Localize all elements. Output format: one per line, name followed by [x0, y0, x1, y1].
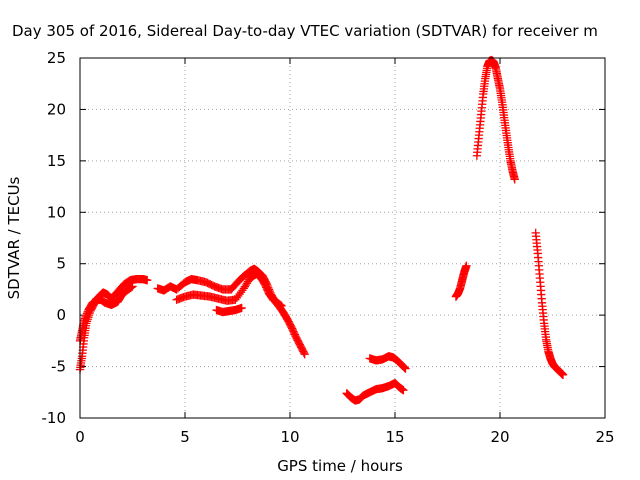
y-tick-label: -10 — [42, 409, 67, 427]
y-tick-label: 20 — [47, 100, 66, 118]
data-point — [288, 325, 297, 335]
series-track-g — [365, 352, 410, 373]
data-point — [287, 324, 297, 333]
data-point — [399, 363, 409, 372]
series-track-d — [172, 269, 286, 311]
data-point — [399, 386, 408, 395]
data-point — [277, 301, 286, 311]
data-point — [300, 350, 309, 359]
y-tick-label: -5 — [51, 358, 66, 376]
series-track-b — [75, 282, 137, 346]
data-point — [462, 261, 471, 270]
data-point — [510, 175, 519, 184]
data-point — [128, 282, 137, 291]
series-track-i — [472, 55, 519, 184]
data-point — [299, 348, 309, 358]
y-tick-labels: -10 -5 0 5 10 15 20 25 — [42, 49, 67, 427]
y-tick-label: 5 — [56, 255, 66, 273]
y-tick-label: 25 — [47, 49, 66, 67]
series-track-e — [212, 303, 246, 317]
x-axis-label: GPS time / hours — [277, 457, 403, 475]
y-tick-label: 10 — [47, 203, 66, 221]
series-track-j — [531, 228, 568, 379]
data-point — [143, 276, 152, 285]
y-tick-label: 15 — [47, 152, 66, 170]
grid-layer — [80, 58, 605, 418]
data-point — [237, 303, 246, 313]
y-axis-label: SDTVAR / TECUs — [5, 176, 23, 299]
x-tick-label: 20 — [490, 428, 509, 446]
data-point — [262, 283, 271, 292]
data-point — [289, 327, 298, 336]
data-point — [262, 284, 272, 294]
data-point — [290, 330, 300, 339]
data-points-layer — [75, 55, 568, 405]
x-tick-label: 5 — [180, 428, 190, 446]
chart-title: Day 305 of 2016, Sidereal Day-to-day VTE… — [12, 22, 598, 40]
x-tick-label: 10 — [280, 428, 299, 446]
data-point — [401, 364, 410, 373]
y-tick-label: 0 — [56, 306, 66, 324]
series-track-f — [342, 378, 408, 405]
x-tick-label: 15 — [385, 428, 404, 446]
data-point — [558, 370, 568, 379]
plot-frame — [79, 57, 606, 419]
series-track-h — [451, 261, 471, 301]
x-tick-label: 25 — [595, 428, 614, 446]
x-tick-label: 0 — [75, 428, 85, 446]
x-tick-labels: 0 5 10 15 20 25 — [75, 428, 614, 446]
data-point — [400, 363, 409, 373]
data-point — [261, 281, 270, 290]
data-point — [260, 280, 269, 289]
data-point — [290, 328, 299, 338]
